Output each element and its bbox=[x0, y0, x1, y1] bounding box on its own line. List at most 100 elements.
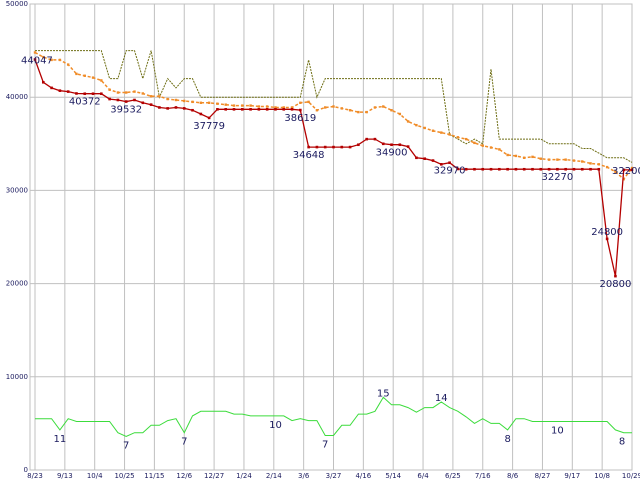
price-point bbox=[265, 108, 269, 111]
price-point bbox=[431, 159, 435, 162]
high-line bbox=[35, 50, 633, 163]
average-point bbox=[357, 110, 360, 114]
average-point bbox=[423, 126, 426, 130]
average-point bbox=[523, 156, 526, 159]
average-point bbox=[66, 63, 70, 66]
average-point bbox=[365, 110, 368, 114]
price-point bbox=[323, 145, 327, 149]
price-point bbox=[473, 167, 476, 171]
x-tick-label: 6/25 bbox=[445, 472, 461, 480]
average-point bbox=[431, 129, 435, 132]
price-point bbox=[100, 92, 103, 96]
price-point bbox=[498, 167, 501, 171]
price-data-label: 39532 bbox=[110, 105, 142, 116]
count-data-label: 10 bbox=[551, 426, 564, 437]
price-data-label: 24800 bbox=[591, 227, 623, 238]
x-tick-label: 10/8 bbox=[594, 472, 610, 480]
price-point bbox=[124, 100, 128, 103]
x-tick-label: 9/13 bbox=[57, 472, 73, 480]
average-point bbox=[581, 160, 584, 163]
x-tick-label: 8/27 bbox=[535, 472, 551, 480]
count-data-label: 7 bbox=[181, 437, 187, 448]
price-point bbox=[589, 167, 592, 171]
price-point bbox=[66, 90, 70, 93]
price-point bbox=[398, 143, 402, 147]
average-point bbox=[274, 106, 277, 109]
average-point bbox=[531, 155, 534, 159]
count-data-label: 7 bbox=[123, 440, 129, 451]
average-point bbox=[348, 109, 352, 112]
average-point bbox=[506, 153, 509, 157]
x-tick-label: 3/27 bbox=[326, 472, 342, 480]
price-point bbox=[506, 167, 509, 171]
price-point bbox=[556, 167, 559, 171]
average-point bbox=[141, 92, 144, 95]
price-point bbox=[50, 86, 53, 90]
price-point bbox=[116, 98, 120, 102]
average-point bbox=[456, 136, 460, 139]
price-point bbox=[390, 143, 393, 147]
average-point bbox=[100, 79, 103, 82]
average-point bbox=[597, 163, 601, 166]
average-point bbox=[149, 95, 153, 98]
y-tick-label: 50000 bbox=[6, 0, 28, 8]
price-point bbox=[290, 108, 294, 111]
x-tick-label: 12/6 bbox=[176, 472, 192, 480]
y-tick-label: 40000 bbox=[6, 93, 28, 101]
price-point bbox=[605, 237, 609, 241]
average-point bbox=[33, 51, 37, 54]
price-point bbox=[282, 108, 286, 111]
average-point bbox=[58, 58, 62, 62]
x-tick-label: 6/4 bbox=[417, 472, 429, 480]
x-tick-label: 2/14 bbox=[266, 472, 282, 480]
average-point bbox=[556, 158, 559, 161]
count-data-label: 15 bbox=[377, 388, 390, 399]
price-point bbox=[41, 80, 45, 84]
average-point bbox=[257, 105, 261, 108]
price-data-label: 44047 bbox=[21, 55, 53, 66]
price-point bbox=[348, 145, 352, 149]
average-point bbox=[42, 55, 45, 59]
average-point bbox=[191, 100, 194, 104]
price-point bbox=[158, 106, 161, 109]
price-point bbox=[315, 145, 319, 149]
price-data-label: 40372 bbox=[69, 97, 101, 108]
average-point bbox=[199, 101, 203, 104]
average-point bbox=[448, 133, 451, 136]
average-point bbox=[174, 98, 178, 102]
average-point bbox=[158, 95, 161, 98]
price-data-label: 32970 bbox=[434, 166, 466, 177]
price-point bbox=[439, 163, 443, 166]
price-point bbox=[75, 92, 78, 95]
average-point bbox=[299, 101, 302, 104]
price-point bbox=[423, 157, 427, 161]
count-data-label: 8 bbox=[504, 434, 510, 445]
count-data-label: 7 bbox=[322, 440, 328, 451]
average-point bbox=[116, 91, 120, 94]
price-point bbox=[539, 167, 543, 171]
price-data-label: 37779 bbox=[193, 121, 225, 132]
count-data-label: 10 bbox=[269, 420, 282, 431]
count-data-label: 11 bbox=[54, 434, 67, 445]
grid bbox=[29, 3, 633, 471]
price-data-label: 34900 bbox=[376, 148, 408, 159]
x-tick-label: 12/27 bbox=[204, 472, 224, 480]
average-point bbox=[183, 99, 186, 103]
average-point bbox=[514, 154, 518, 158]
price-point bbox=[456, 167, 460, 171]
price-point bbox=[572, 167, 576, 171]
price-point bbox=[257, 108, 261, 111]
price-data-label: 32200 bbox=[612, 166, 640, 177]
price-point bbox=[481, 167, 485, 171]
price-point bbox=[630, 168, 634, 172]
x-tick-label: 8/23 bbox=[27, 472, 43, 480]
average-point bbox=[282, 106, 285, 109]
price-point bbox=[489, 167, 493, 171]
price-point bbox=[373, 137, 377, 141]
price-point bbox=[182, 107, 186, 110]
x-tick-label: 4/16 bbox=[355, 472, 371, 480]
average-point bbox=[224, 103, 227, 106]
price-point bbox=[340, 145, 344, 149]
price-data-label: 20800 bbox=[600, 279, 632, 290]
average-point bbox=[489, 146, 493, 149]
